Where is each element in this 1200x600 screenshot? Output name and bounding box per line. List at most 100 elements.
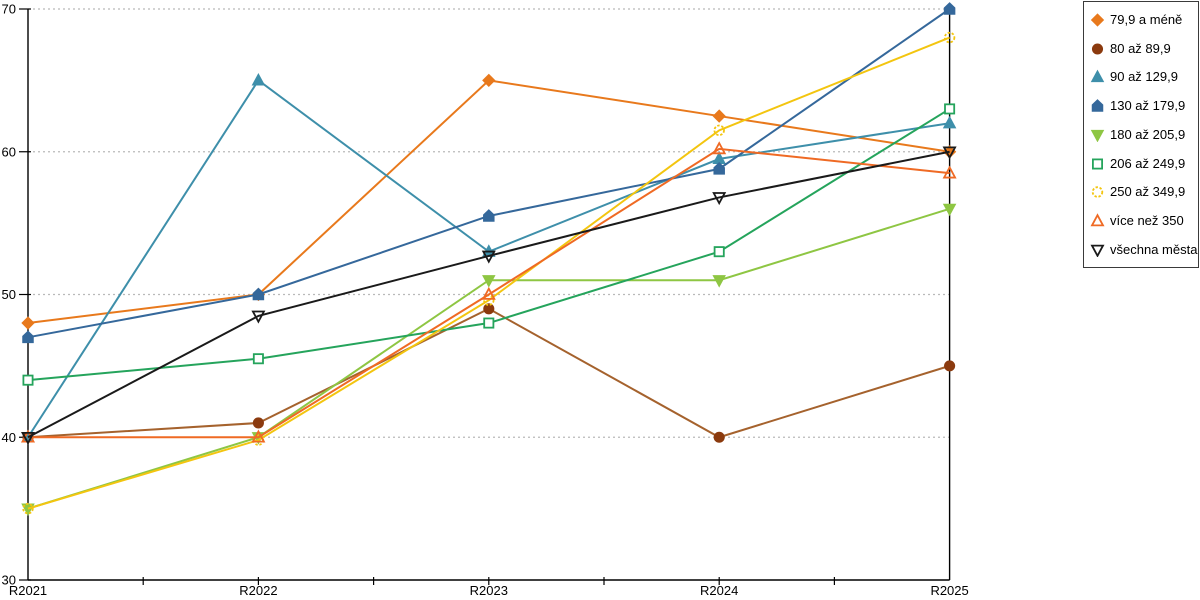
legend-marker-shape bbox=[1090, 13, 1105, 27]
data-point-marker bbox=[22, 330, 34, 344]
data-point-marker bbox=[1091, 186, 1104, 199]
data-point-marker bbox=[1091, 99, 1104, 112]
data-point-marker bbox=[942, 146, 957, 160]
series-v-ce-ne-350 bbox=[20, 141, 957, 443]
legend-marker-shape bbox=[1090, 244, 1105, 258]
legend-marker-triangle-down-icon bbox=[1090, 127, 1105, 143]
legend-item: více než 350 bbox=[1090, 208, 1196, 234]
series-206-a-249-9 bbox=[22, 103, 956, 386]
legend-item: 90 až 129,9 bbox=[1090, 64, 1196, 90]
data-point-marker bbox=[21, 316, 35, 330]
data-point-marker bbox=[1090, 244, 1105, 258]
series-line bbox=[28, 147, 950, 439]
y-axis-tick-label: 60 bbox=[2, 144, 16, 159]
x-axis-tick-label: R2025 bbox=[930, 583, 968, 598]
series-line bbox=[27, 150, 950, 439]
legend-item: 206 až 249,9 bbox=[1090, 150, 1196, 176]
legend-item: 180 až 205,9 bbox=[1090, 121, 1196, 147]
legend-marker-open-triangle-down-icon bbox=[1090, 242, 1105, 258]
legend-label: 206 až 249,9 bbox=[1110, 155, 1186, 171]
data-point-marker bbox=[713, 162, 725, 175]
x-axis-tick-label: R2022 bbox=[239, 583, 277, 598]
legend-item: 79,9 a méně bbox=[1090, 6, 1196, 32]
legend-marker-shape bbox=[1090, 213, 1105, 227]
legend-label: 80 až 89,9 bbox=[1110, 40, 1171, 56]
data-point-marker bbox=[1090, 70, 1105, 83]
data-point-marker bbox=[251, 429, 266, 443]
legend-marker-open-square-icon bbox=[1090, 156, 1105, 171]
data-point-marker bbox=[1090, 129, 1105, 143]
data-point-marker bbox=[252, 353, 264, 365]
data-point-marker bbox=[1090, 213, 1105, 227]
y-axis-tick-label: 30 bbox=[2, 573, 16, 588]
data-point-marker bbox=[251, 72, 266, 86]
data-point-marker bbox=[942, 165, 957, 179]
data-point-marker bbox=[942, 115, 957, 129]
legend-marker-shape bbox=[1091, 43, 1104, 55]
data-point-marker bbox=[944, 103, 956, 115]
data-point-marker bbox=[483, 317, 495, 329]
legend-marker-diamond-icon bbox=[1090, 12, 1105, 27]
data-point-marker bbox=[20, 431, 36, 445]
legend-marker-shape bbox=[1090, 129, 1105, 143]
data-point-marker bbox=[483, 303, 495, 315]
series-90-a-129-9 bbox=[21, 72, 957, 443]
data-point-marker bbox=[252, 287, 265, 301]
legend-item: 250 až 349,9 bbox=[1090, 179, 1196, 205]
legend-label: 90 až 129,9 bbox=[1110, 69, 1178, 85]
legend-marker-shape bbox=[1091, 186, 1104, 199]
legend-item: 130 až 179,9 bbox=[1090, 93, 1196, 119]
data-point-marker bbox=[713, 246, 725, 258]
data-point-marker bbox=[712, 192, 727, 206]
data-point-marker bbox=[943, 2, 956, 15]
plot-area: 30 40 50 60 70 R2021 R2022 R2023 R2024 R2025 bbox=[2, 2, 969, 599]
data-point-marker bbox=[481, 250, 496, 264]
legend-marker-shape bbox=[1091, 99, 1104, 112]
data-point-marker bbox=[712, 275, 726, 288]
legend-marker-pentagon-icon bbox=[1090, 98, 1105, 113]
legend-marker-open-circle-icon bbox=[1090, 184, 1105, 199]
data-point-marker bbox=[1090, 13, 1105, 27]
series-250-a-349-9 bbox=[22, 31, 956, 515]
data-point-marker bbox=[712, 109, 726, 123]
data-point-marker bbox=[482, 275, 496, 288]
legend-label: více než 350 bbox=[1110, 213, 1184, 229]
legend-label: 130 až 179,9 bbox=[1110, 98, 1186, 114]
legend-label: 79,9 a méně bbox=[1110, 11, 1183, 27]
legend-marker-triangle-up-icon bbox=[1090, 69, 1105, 84]
data-point-marker bbox=[944, 360, 956, 372]
x-axis-tick-label: R2023 bbox=[470, 583, 508, 598]
legend-item: všechna města bbox=[1090, 237, 1198, 263]
data-point-marker bbox=[1091, 43, 1104, 55]
legend-marker-shape bbox=[1092, 158, 1103, 170]
y-axis-tick-label: 50 bbox=[2, 287, 16, 302]
legend-label: všechna města bbox=[1110, 242, 1198, 257]
chart-legend: 79,9 a méně 80 až 89,9 90 až 129,9 130 a… bbox=[1083, 1, 1199, 268]
legend-label: 250 až 349,9 bbox=[1110, 184, 1186, 200]
legend-marker-shape bbox=[1090, 70, 1105, 83]
series-v-echna-m-sta bbox=[20, 146, 957, 445]
data-point-marker bbox=[251, 310, 266, 324]
data-point-marker bbox=[483, 209, 495, 222]
x-axis-tick-label: R2024 bbox=[700, 583, 738, 598]
y-axis-tick-label: 70 bbox=[2, 2, 16, 17]
data-point-marker bbox=[1092, 158, 1103, 170]
series-line bbox=[27, 78, 950, 438]
data-point-marker bbox=[942, 203, 957, 217]
data-point-marker bbox=[22, 374, 34, 386]
data-point-marker bbox=[22, 502, 34, 515]
data-point-marker bbox=[713, 431, 725, 443]
y-axis-tick-label: 40 bbox=[2, 430, 16, 445]
data-point-marker bbox=[252, 417, 264, 429]
legend-marker-open-triangle-icon bbox=[1090, 213, 1105, 228]
data-point-marker bbox=[713, 124, 725, 137]
legend-label: 180 až 205,9 bbox=[1110, 126, 1186, 142]
series-130-a-179-9 bbox=[22, 2, 956, 344]
x-axis-tick-label: R2021 bbox=[9, 583, 47, 598]
data-point-marker bbox=[712, 141, 727, 155]
data-point-marker bbox=[481, 286, 496, 300]
data-point-marker bbox=[943, 31, 956, 44]
series-line bbox=[27, 36, 950, 510]
legend-marker-circle-icon bbox=[1090, 41, 1105, 56]
